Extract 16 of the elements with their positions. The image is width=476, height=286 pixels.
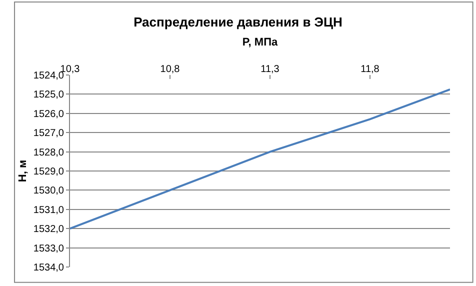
- x-tick-label: 11,3: [260, 64, 280, 75]
- y-tick-label: 1529,0: [33, 166, 64, 178]
- x-axis-title: P, МПа: [242, 36, 278, 49]
- x-tick-label: 11,8: [360, 64, 380, 75]
- y-tick-label: 1534,0: [33, 262, 64, 274]
- x-tick-label: 10,8: [160, 64, 180, 75]
- y-tick-label: 1530,0: [33, 186, 64, 197]
- y-tick-label: 1525,0: [33, 90, 64, 101]
- y-axis-title: H, м: [17, 160, 30, 182]
- y-tick-label: 1532,0: [33, 224, 64, 236]
- y-tick-label: 1526,0: [33, 108, 64, 120]
- y-tick-label: 1527,0: [33, 128, 64, 140]
- y-tick-label: 1531,0: [33, 204, 64, 216]
- y-tick-label: 1528,0: [33, 147, 64, 158]
- y-tick-label: 1533,0: [33, 243, 64, 254]
- chart-title: Распределение давления в ЭЦН: [134, 14, 342, 30]
